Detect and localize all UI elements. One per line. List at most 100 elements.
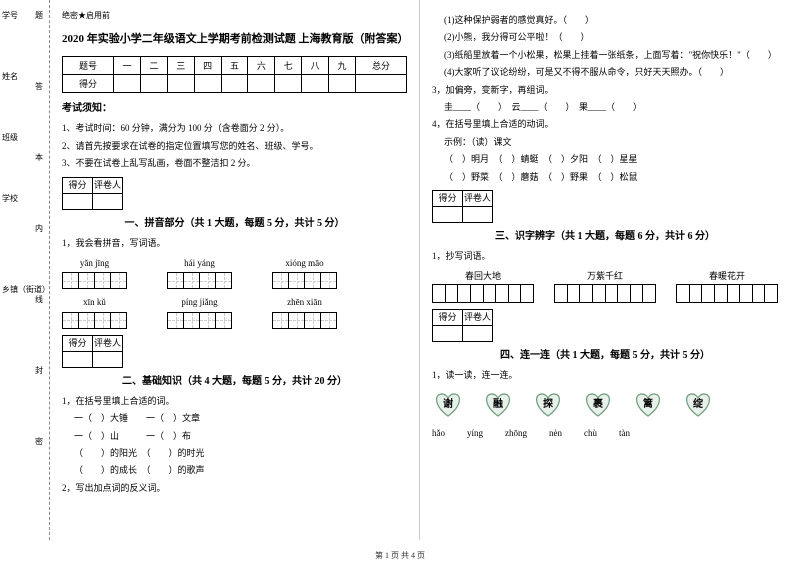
pinyin-block: píng jiǎng bbox=[167, 295, 232, 328]
sub-question: (3)纸船里放着一个小松果，松果上挂着一张纸条，上面写着："祝你快乐！"（ ） bbox=[432, 48, 778, 62]
notice-item: 1、考试时间：60 分钟，满分为 100 分（含卷面分 2 分）。 bbox=[62, 121, 407, 135]
word-label: 万紫千红 bbox=[554, 269, 656, 283]
question-text: 1，在括号里填上合适的词。 bbox=[62, 394, 407, 408]
pinyin-item: yíng bbox=[467, 426, 483, 440]
side-char: 密 bbox=[35, 436, 43, 447]
side-char: 封 bbox=[35, 365, 43, 376]
grader-box: 得分评卷人 bbox=[432, 190, 493, 223]
word-label: 春暖花开 bbox=[676, 269, 778, 283]
header-cell: 三 bbox=[167, 57, 194, 75]
pinyin-block: hái yáng bbox=[167, 256, 232, 289]
grader-box: 得分评卷人 bbox=[62, 177, 123, 210]
question-text: 1，读一读，连一连。 bbox=[432, 368, 778, 382]
grader-label: 得分 bbox=[63, 177, 93, 193]
question-text: 2，写出加点词的反义词。 bbox=[62, 481, 407, 495]
exam-title: 2020 年实验小学二年级语文上学期考前检测试题 上海教育版（附答案） bbox=[62, 31, 407, 49]
grader-label: 评卷人 bbox=[463, 190, 493, 206]
side-char: 答 bbox=[35, 81, 43, 92]
sub-question: (4)大家听了议论纷纷，可是又不得不服从命令，只好天天照办。（ ） bbox=[432, 65, 778, 79]
header-cell: 一 bbox=[114, 57, 141, 75]
page-footer: 第 1 页 共 4 页 bbox=[0, 550, 800, 561]
section-1-title: 一、拼音部分（共 1 大题，每题 5 分，共计 5 分） bbox=[62, 216, 407, 232]
grader-label: 评卷人 bbox=[93, 177, 123, 193]
heart-icon: 谢 bbox=[432, 390, 464, 418]
example-text: 示例：（读）课文 bbox=[432, 135, 778, 149]
table-row: 题号 一 二 三 四 五 六 七 八 九 总分 bbox=[63, 57, 407, 75]
fill-item: （ ）的成长 （ ）的歌声 bbox=[62, 463, 407, 477]
row-label: 得分 bbox=[63, 75, 114, 93]
fill-item: 一（ ）大锤 一（ ）文章 bbox=[62, 411, 407, 425]
grader-label: 得分 bbox=[433, 190, 463, 206]
table-row: 得分 bbox=[63, 75, 407, 93]
pinyin-block: zhēn xiān bbox=[272, 295, 337, 328]
header-cell: 四 bbox=[194, 57, 221, 75]
side-char: 题 bbox=[35, 10, 43, 21]
grader-box: 得分评卷人 bbox=[62, 335, 123, 368]
fill-item: （ ）的阳光 （ ）的时光 bbox=[62, 446, 407, 460]
heart-char: 谢 bbox=[432, 397, 464, 413]
section-4-title: 四、连一连（共 1 大题，每题 5 分，共计 5 分） bbox=[432, 348, 778, 364]
side-char: 线 bbox=[35, 294, 43, 305]
pinyin-label: xióng māo bbox=[285, 256, 323, 270]
heart-icon: 融 bbox=[482, 390, 514, 418]
pinyin-bottom-row: hǎo yíng zhōng nèn chù tàn bbox=[432, 426, 778, 440]
sub-question: (1)这种保护弱者的感觉真好。（ ） bbox=[432, 13, 778, 27]
fill-item: （ ）野菜 （ ）蘑菇 （ ）野果 （ ）松鼠 bbox=[432, 170, 778, 184]
header-cell: 二 bbox=[140, 57, 167, 75]
heart-icon: 篱 bbox=[632, 390, 664, 418]
heart-icon: 绽 bbox=[682, 390, 714, 418]
heart-char: 篱 bbox=[632, 397, 664, 413]
heart-icon: 探 bbox=[532, 390, 564, 418]
notice-item: 3、不要在试卷上乱写乱画，卷面不整洁扣 2 分。 bbox=[62, 156, 407, 170]
notice-title: 考试须知： bbox=[62, 101, 407, 117]
copy-word-block: 春回大地 bbox=[432, 269, 534, 302]
pinyin-item: hǎo bbox=[432, 426, 445, 440]
pinyin-item: zhōng bbox=[505, 426, 527, 440]
grader-label: 得分 bbox=[63, 335, 93, 351]
left-column: 绝密★启用前 2020 年实验小学二年级语文上学期考前检测试题 上海教育版（附答… bbox=[50, 0, 420, 540]
pinyin-item: tàn bbox=[619, 426, 630, 440]
pinyin-label: píng jiǎng bbox=[181, 295, 217, 309]
heart-char: 裹 bbox=[582, 397, 614, 413]
header-cell: 总分 bbox=[355, 57, 406, 75]
header-cell: 九 bbox=[329, 57, 356, 75]
pinyin-label: yǎn jīng bbox=[80, 256, 109, 270]
heart-icon: 裹 bbox=[582, 390, 614, 418]
question-text: 1，抄写词语。 bbox=[432, 249, 778, 263]
pinyin-block: yǎn jīng bbox=[62, 256, 127, 289]
pinyin-block: xīn kǔ bbox=[62, 295, 127, 328]
header-cell: 题号 bbox=[63, 57, 114, 75]
copy-word-block: 春暖花开 bbox=[676, 269, 778, 302]
section-2-title: 二、基础知识（共 4 大题，每题 5 分，共计 20 分） bbox=[62, 374, 407, 390]
fill-item: （ ）明月 （ ）蜻蜓 （ ）夕阳 （ ）星星 bbox=[432, 152, 778, 166]
grader-label: 评卷人 bbox=[463, 309, 493, 325]
heart-char: 融 bbox=[482, 397, 514, 413]
pinyin-label: xīn kǔ bbox=[83, 295, 106, 309]
grader-box: 得分评卷人 bbox=[432, 309, 493, 342]
sub-question: (2)小熊，我分得可公平啦！（ ） bbox=[432, 30, 778, 44]
notice-item: 2、请首先按要求在试卷的指定位置填写您的姓名、班级、学号。 bbox=[62, 139, 407, 153]
right-column: (1)这种保护弱者的感觉真好。（ ） (2)小熊，我分得可公平啦！（ ） (3)… bbox=[420, 0, 790, 540]
heart-char: 绽 bbox=[682, 397, 714, 413]
question-text: 3，加偏旁，变新字，再组词。 bbox=[432, 83, 778, 97]
confidential-mark: 绝密★启用前 bbox=[62, 10, 407, 23]
section-3-title: 三、识字辨字（共 1 大题，每题 6 分，共计 6 分） bbox=[432, 229, 778, 245]
pinyin-label: zhēn xiān bbox=[287, 295, 322, 309]
pinyin-item: nèn bbox=[549, 426, 562, 440]
grader-label: 评卷人 bbox=[93, 335, 123, 351]
header-cell: 五 bbox=[221, 57, 248, 75]
score-table: 题号 一 二 三 四 五 六 七 八 九 总分 得分 bbox=[62, 56, 407, 93]
header-cell: 七 bbox=[275, 57, 302, 75]
question-text: 4，在括号里填上合适的动词。 bbox=[432, 117, 778, 131]
header-cell: 六 bbox=[248, 57, 275, 75]
copy-word-block: 万紫千红 bbox=[554, 269, 656, 302]
heart-row: 谢 融 探 裹 篱 绽 bbox=[432, 390, 778, 418]
side-char: 本 bbox=[35, 152, 43, 163]
heart-char: 探 bbox=[532, 397, 564, 413]
word-label: 春回大地 bbox=[432, 269, 534, 283]
pinyin-block: xióng māo bbox=[272, 256, 337, 289]
header-cell: 八 bbox=[302, 57, 329, 75]
fill-item: 圭____（ ） 云____（ ） 果____（ ） bbox=[432, 100, 778, 114]
fill-item: 一（ ）山 一（ ）布 bbox=[62, 429, 407, 443]
pinyin-item: chù bbox=[584, 426, 597, 440]
